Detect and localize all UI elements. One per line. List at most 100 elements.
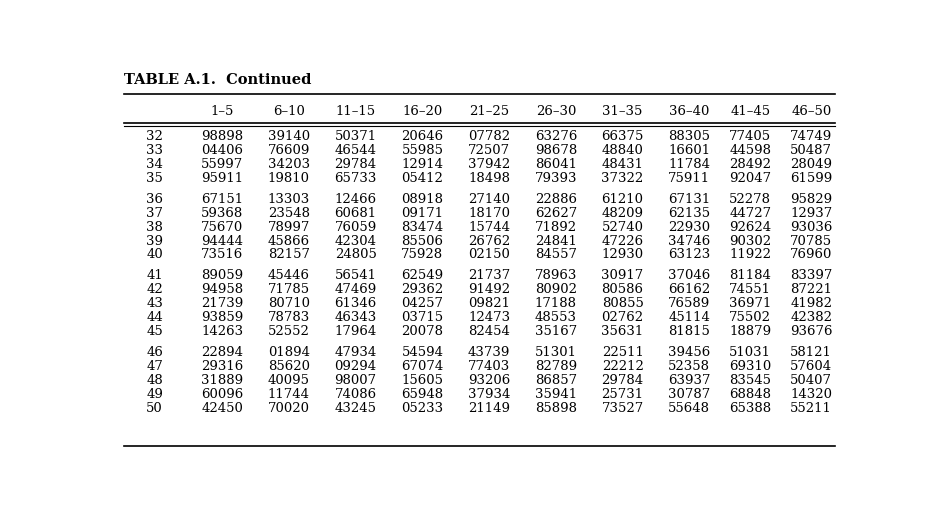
Text: 27140: 27140 xyxy=(468,192,510,205)
Text: 84557: 84557 xyxy=(534,248,577,261)
Text: 11–15: 11–15 xyxy=(336,105,375,118)
Text: 44727: 44727 xyxy=(729,206,771,219)
Text: 66162: 66162 xyxy=(668,282,710,296)
Text: 21737: 21737 xyxy=(468,269,510,282)
Text: 14320: 14320 xyxy=(790,387,832,400)
Text: 61210: 61210 xyxy=(602,192,644,205)
Text: 49: 49 xyxy=(146,387,163,400)
Text: 52278: 52278 xyxy=(729,192,771,205)
Text: 82454: 82454 xyxy=(468,324,510,337)
Text: 42450: 42450 xyxy=(201,401,243,414)
Text: 78783: 78783 xyxy=(268,310,310,324)
Text: 22511: 22511 xyxy=(602,345,644,358)
Text: 29784: 29784 xyxy=(602,373,644,386)
Text: 80855: 80855 xyxy=(602,297,644,309)
Text: 60096: 60096 xyxy=(201,387,243,400)
Text: 12473: 12473 xyxy=(468,310,510,324)
Text: 18879: 18879 xyxy=(729,324,771,337)
Text: 60681: 60681 xyxy=(334,206,376,219)
Text: 94958: 94958 xyxy=(201,282,243,296)
Text: 89059: 89059 xyxy=(201,269,243,282)
Text: 22894: 22894 xyxy=(201,345,243,358)
Text: 93676: 93676 xyxy=(790,324,832,337)
Text: 40095: 40095 xyxy=(268,373,310,386)
Text: 94444: 94444 xyxy=(201,234,243,247)
Text: 11784: 11784 xyxy=(668,158,710,171)
Text: 66375: 66375 xyxy=(602,130,644,143)
Text: 17188: 17188 xyxy=(534,297,577,309)
Text: 42382: 42382 xyxy=(790,310,832,324)
Text: 50371: 50371 xyxy=(334,130,376,143)
Text: 62549: 62549 xyxy=(402,269,444,282)
Text: 12930: 12930 xyxy=(602,248,644,261)
Text: 20078: 20078 xyxy=(402,324,444,337)
Text: 80710: 80710 xyxy=(268,297,310,309)
Text: 48431: 48431 xyxy=(602,158,644,171)
Text: 23548: 23548 xyxy=(268,206,310,219)
Text: 85898: 85898 xyxy=(534,401,577,414)
Text: 04257: 04257 xyxy=(402,297,444,309)
Text: 32: 32 xyxy=(146,130,163,143)
Text: 29784: 29784 xyxy=(334,158,376,171)
Text: 46: 46 xyxy=(146,345,163,358)
Text: 81815: 81815 xyxy=(668,324,710,337)
Text: 08918: 08918 xyxy=(402,192,444,205)
Text: 47: 47 xyxy=(146,359,163,372)
Text: 20646: 20646 xyxy=(402,130,444,143)
Text: 09171: 09171 xyxy=(402,206,444,219)
Text: 71785: 71785 xyxy=(268,282,310,296)
Text: 52552: 52552 xyxy=(268,324,310,337)
Text: 41–45: 41–45 xyxy=(730,105,770,118)
Text: 41: 41 xyxy=(146,269,163,282)
Text: 41982: 41982 xyxy=(790,297,832,309)
Text: 67151: 67151 xyxy=(201,192,243,205)
Text: 77405: 77405 xyxy=(729,130,771,143)
Text: 02150: 02150 xyxy=(468,248,510,261)
Text: 13303: 13303 xyxy=(268,192,310,205)
Text: 12937: 12937 xyxy=(790,206,832,219)
Text: 48840: 48840 xyxy=(602,144,644,157)
Text: 47469: 47469 xyxy=(334,282,377,296)
Text: 19810: 19810 xyxy=(268,172,310,185)
Text: 39140: 39140 xyxy=(268,130,310,143)
Text: 09821: 09821 xyxy=(468,297,510,309)
Text: 44: 44 xyxy=(146,310,163,324)
Text: 43: 43 xyxy=(146,297,163,309)
Text: 6–10: 6–10 xyxy=(273,105,305,118)
Text: 92624: 92624 xyxy=(729,220,771,233)
Text: 87221: 87221 xyxy=(790,282,832,296)
Text: 45866: 45866 xyxy=(268,234,310,247)
Text: 14263: 14263 xyxy=(201,324,243,337)
Text: 76059: 76059 xyxy=(334,220,377,233)
Text: 34746: 34746 xyxy=(668,234,710,247)
Text: 76609: 76609 xyxy=(268,144,310,157)
Text: 83545: 83545 xyxy=(729,373,771,386)
Text: 46544: 46544 xyxy=(335,144,376,157)
Text: 43245: 43245 xyxy=(335,401,376,414)
Text: 62135: 62135 xyxy=(668,206,710,219)
Text: 55648: 55648 xyxy=(668,401,710,414)
Text: 11744: 11744 xyxy=(268,387,310,400)
Text: 44598: 44598 xyxy=(729,144,771,157)
Text: 37322: 37322 xyxy=(602,172,644,185)
Text: 55997: 55997 xyxy=(201,158,243,171)
Text: 35167: 35167 xyxy=(534,324,577,337)
Text: 93859: 93859 xyxy=(201,310,243,324)
Text: 29316: 29316 xyxy=(201,359,243,372)
Text: 1–5: 1–5 xyxy=(211,105,234,118)
Text: 70785: 70785 xyxy=(790,234,832,247)
Text: 81184: 81184 xyxy=(729,269,771,282)
Text: 71892: 71892 xyxy=(534,220,577,233)
Text: 67131: 67131 xyxy=(668,192,710,205)
Text: 22930: 22930 xyxy=(668,220,710,233)
Text: 42304: 42304 xyxy=(335,234,376,247)
Text: 42: 42 xyxy=(146,282,163,296)
Text: 02762: 02762 xyxy=(602,310,644,324)
Text: 46343: 46343 xyxy=(334,310,377,324)
Text: 63276: 63276 xyxy=(534,130,578,143)
Text: 36: 36 xyxy=(146,192,163,205)
Text: 67074: 67074 xyxy=(402,359,444,372)
Text: 75928: 75928 xyxy=(402,248,444,261)
Text: 37934: 37934 xyxy=(468,387,510,400)
Text: 93206: 93206 xyxy=(468,373,510,386)
